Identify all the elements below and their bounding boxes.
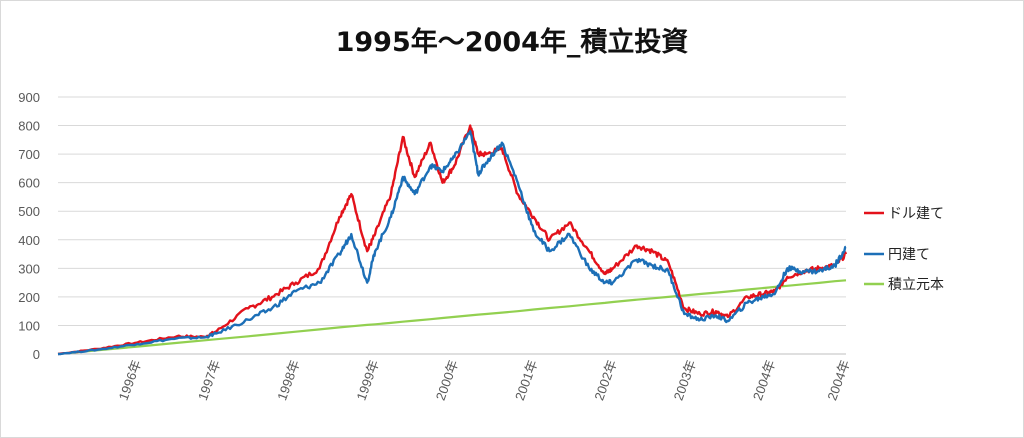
y-tick-label: 400	[18, 233, 40, 248]
x-tick-label: 1999年	[353, 358, 381, 403]
y-tick-label: 800	[18, 119, 40, 134]
y-tick-label: 0	[33, 347, 40, 362]
x-tick-label: 2001年	[512, 358, 540, 403]
series-lines	[57, 124, 848, 356]
x-tick-label: 1996年	[116, 358, 144, 403]
legend-label: 円建て	[888, 247, 930, 263]
x-tick-label: 2002年	[591, 358, 619, 403]
y-tick-label: 300	[18, 261, 40, 276]
y-axis-ticks: 0 100 200 300 400 500 600 700 800 900	[18, 90, 40, 362]
chart-title: 1995年～2004年_積立投資	[335, 27, 689, 58]
y-tick-label: 600	[18, 176, 40, 191]
x-tick-label: 2003年	[671, 358, 699, 403]
y-tick-label: 900	[18, 90, 40, 105]
y-tick-label: 500	[18, 204, 40, 219]
x-tick-label: 1997年	[195, 358, 223, 403]
gridlines	[58, 96, 846, 355]
y-tick-label: 100	[18, 318, 40, 333]
x-tick-label: 1998年	[274, 358, 302, 403]
x-tick-label: 2004年	[750, 358, 778, 403]
legend-label: ドル建て	[888, 206, 944, 222]
x-tick-label: 2000年	[433, 358, 461, 403]
y-tick-label: 200	[18, 290, 40, 305]
y-tick-label: 700	[18, 147, 40, 162]
series-line-2	[58, 130, 847, 356]
legend-label: 積立元本	[888, 277, 944, 293]
x-axis-ticks: 1996年 1997年 1998年 1999年 2000年 2001年 2002年 2003年…	[116, 358, 853, 403]
series-line-3	[57, 279, 847, 356]
x-tick-label: 2004年	[824, 358, 852, 403]
